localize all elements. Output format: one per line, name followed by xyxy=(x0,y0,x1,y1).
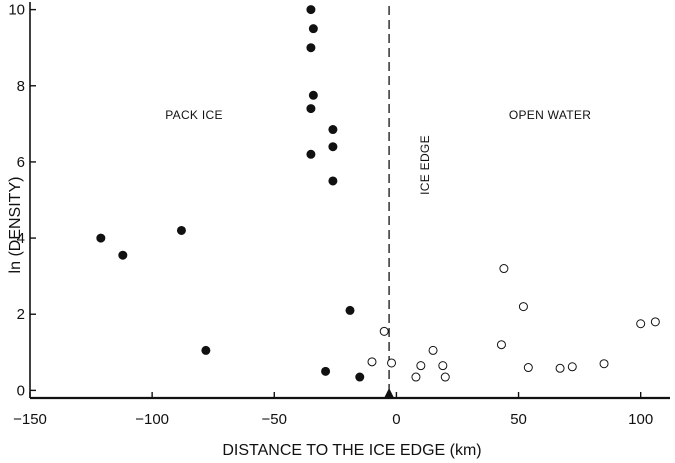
open-water-point xyxy=(568,363,576,371)
open-water-point xyxy=(388,359,396,367)
ice-edge-marker xyxy=(384,388,394,398)
open-water-point xyxy=(368,358,376,366)
pack-ice-point xyxy=(307,150,315,158)
pack-ice-point xyxy=(346,306,354,314)
x-tick-label: 100 xyxy=(628,411,653,428)
pack-ice-point xyxy=(202,346,210,354)
pack-ice-label: PACK ICE xyxy=(165,108,223,122)
x-tick-label: −100 xyxy=(135,411,169,428)
open-water-point xyxy=(441,373,449,381)
x-tick-label: −50 xyxy=(262,411,287,428)
x-axis-title: DISTANCE TO THE ICE EDGE (km) xyxy=(222,442,481,459)
pack-ice-point xyxy=(119,251,127,259)
pack-ice-point xyxy=(322,367,330,375)
pack-ice-point xyxy=(307,105,315,113)
open-water-point xyxy=(497,341,505,349)
y-tick-label: 0 xyxy=(17,382,25,399)
x-tick-label: −150 xyxy=(13,411,47,428)
open-water-point xyxy=(524,364,532,372)
pack-ice-point xyxy=(307,44,315,52)
open-water-point xyxy=(380,327,388,335)
ice-edge-label: ICE EDGE xyxy=(418,135,432,195)
open-water-label: OPEN WATER xyxy=(509,108,591,122)
pack-ice-point xyxy=(97,234,105,242)
pack-ice-point xyxy=(329,143,337,151)
y-axis-title: ln (DENSITY) xyxy=(7,177,24,274)
open-water-point xyxy=(519,303,527,311)
x-tick-label: 0 xyxy=(392,411,400,428)
open-water-point xyxy=(651,318,659,326)
y-tick-label: 10 xyxy=(8,2,25,19)
pack-ice-point xyxy=(329,126,337,134)
open-water-point xyxy=(417,362,425,370)
y-tick-label: 8 xyxy=(17,78,25,95)
open-water-point xyxy=(429,346,437,354)
open-water-point xyxy=(637,320,645,328)
open-water-point xyxy=(500,265,508,273)
open-water-point xyxy=(412,373,420,381)
pack-ice-point xyxy=(356,373,364,381)
y-tick-label: 2 xyxy=(17,306,25,323)
pack-ice-point xyxy=(309,91,317,99)
open-water-point xyxy=(556,364,564,372)
x-tick-label: 50 xyxy=(510,411,527,428)
pack-ice-point xyxy=(307,6,315,14)
open-water-point xyxy=(439,362,447,370)
pack-ice-point xyxy=(177,226,185,234)
pack-ice-point xyxy=(329,177,337,185)
open-water-point xyxy=(600,360,608,368)
pack-ice-point xyxy=(309,25,317,33)
y-tick-label: 6 xyxy=(17,154,25,171)
